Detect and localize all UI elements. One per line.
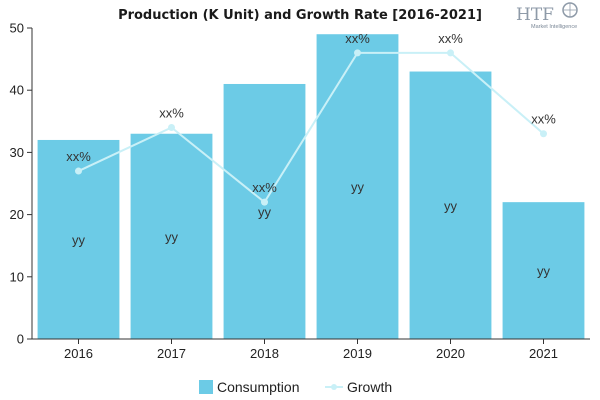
y-tick-label: 30	[10, 145, 24, 160]
bar-data-label: yy	[444, 198, 458, 213]
x-tick-label: 2021	[529, 346, 558, 361]
bar	[316, 34, 399, 339]
x-tick-label: 2019	[343, 346, 372, 361]
growth-point	[168, 124, 175, 132]
htf-logo: HTF Market Intelligence	[516, 2, 578, 30]
bar-data-label: yy	[351, 180, 365, 195]
x-tick-label: 2017	[157, 346, 186, 361]
bar	[502, 202, 585, 339]
y-tick-label: 0	[17, 332, 24, 347]
y-tick-label: 40	[10, 83, 24, 98]
growth-data-label: xx%	[159, 106, 184, 121]
growth-point	[354, 49, 361, 57]
chart-title: Production (K Unit) and Growth Rate [201…	[118, 8, 482, 23]
growth-data-label: xx%	[66, 149, 91, 164]
logo-sub-text: Market Intelligence	[531, 24, 577, 30]
y-tick-label: 10	[10, 269, 24, 284]
point-labels: xx% xx% xx% xx% xx% xx%	[66, 31, 556, 195]
bar-series	[37, 34, 585, 339]
globe-lines	[563, 3, 577, 17]
bar-data-label: yy	[72, 232, 86, 247]
y-tick-label: 50	[10, 21, 24, 36]
legend-label-consumption: Consumption	[217, 379, 300, 395]
legend-swatch-consumption	[199, 380, 213, 394]
growth-point	[75, 167, 82, 175]
growth-data-label: xx%	[252, 180, 277, 195]
x-axis: 2016 2017 2018 2019 2020 2021	[32, 338, 590, 361]
x-tick-label: 2018	[250, 346, 279, 361]
x-tick-label: 2020	[436, 346, 465, 361]
line-series	[75, 49, 547, 206]
bar	[130, 133, 213, 339]
y-axis: 0 10 20 30 40 50	[10, 21, 33, 347]
legend-label-growth: Growth	[347, 379, 392, 395]
growth-line	[78, 51, 545, 204]
legend-swatch-growth-marker	[331, 384, 337, 390]
bar-data-label: yy	[165, 229, 179, 244]
growth-data-label: xx%	[531, 112, 556, 127]
bar-data-label: yy	[258, 204, 272, 219]
bar	[223, 83, 306, 339]
growth-data-label: xx%	[345, 31, 370, 46]
x-tick-label: 2016	[64, 346, 93, 361]
growth-point	[447, 49, 454, 57]
logo-main-text: HTF	[516, 5, 554, 25]
y-tick-label: 20	[10, 207, 24, 222]
bar-labels: yy yy yy yy yy yy	[72, 180, 551, 279]
legend: Consumption Growth	[199, 379, 392, 395]
bar	[409, 71, 492, 339]
bar-data-label: yy	[537, 264, 551, 279]
growth-point	[540, 130, 547, 138]
growth-data-label: xx%	[438, 31, 463, 46]
growth-point	[261, 198, 268, 206]
